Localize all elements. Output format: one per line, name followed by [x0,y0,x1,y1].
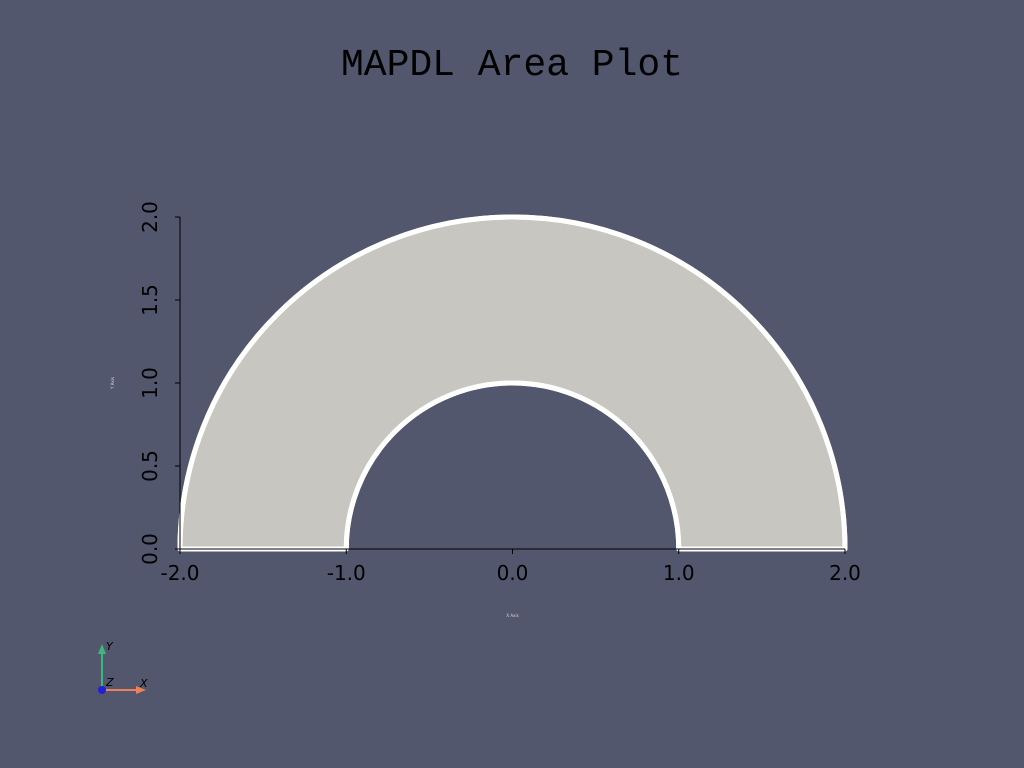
y-arrow-head [98,644,106,654]
z-triad-label: Z [105,676,114,689]
y-tick-label: 1.5 [138,284,162,316]
inner-arc-line [343,380,682,550]
y-tick-label: 2.0 [138,201,162,233]
x-tick-label: -2.0 [160,561,199,585]
z-axis-dot [98,686,106,694]
y-triad-label: Y [106,640,114,653]
y-tick-label: 0.0 [138,533,162,565]
x-tick-label: 2.0 [829,561,861,585]
x-tick-label: 0.0 [497,561,529,585]
x-tick-label: 1.0 [663,561,695,585]
y-axis-title: Y Axis [110,377,115,390]
x-tick-label: -1.0 [327,561,366,585]
chart-title: MAPDL Area Plot [340,44,684,87]
y-tick-label: 1.0 [138,367,162,399]
outer-arc-line [177,214,848,550]
y-tick-label: 0.5 [138,450,162,482]
x-arrow-head [136,686,146,694]
x-triad-label: X [139,677,148,690]
orientation-triad: X Y Z [98,640,148,694]
x-axis-title: X Axis [506,613,518,618]
